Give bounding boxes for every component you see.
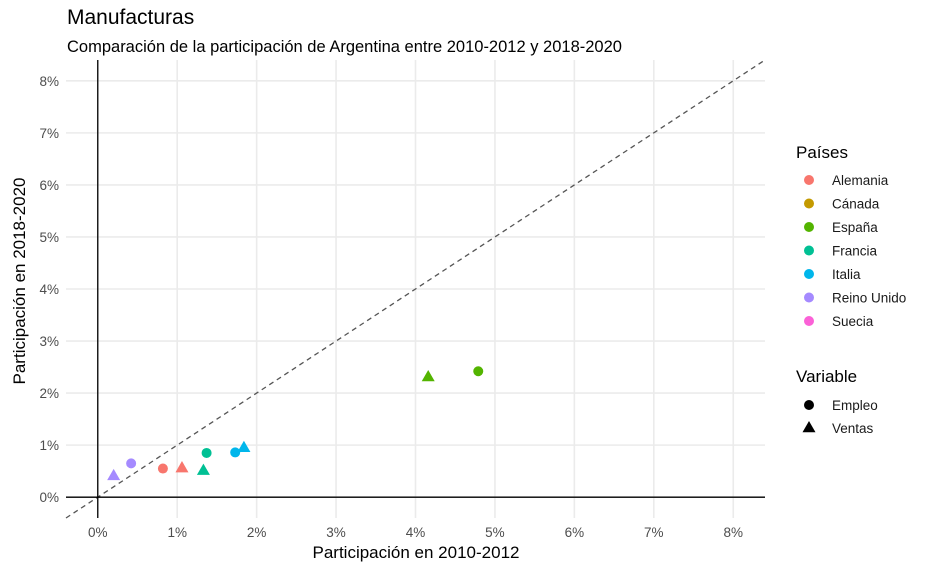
y-tick-label-7: 7% (39, 126, 59, 141)
x-tick-label-2: 2% (247, 525, 267, 540)
legend-item-canada: Cánada (804, 197, 880, 212)
legend-item-reino-unido: Reino Unido (804, 291, 906, 306)
legend-key-empleo (804, 400, 814, 410)
legend-label-italia: Italia (832, 267, 861, 282)
legend-label-espana: España (832, 220, 878, 235)
chart-title: Manufacturas (67, 6, 194, 29)
legend-key-ventas (802, 421, 816, 433)
chart-subtitle: Comparación de la participación de Argen… (67, 38, 622, 56)
legend-label-reino-unido: Reino Unido (832, 291, 906, 306)
legend-paises-title: Países (796, 143, 848, 162)
legend-paises: Países Alemania Cánada España Francia Italia… (796, 143, 906, 329)
legend-key-suecia (804, 316, 814, 326)
legend-label-suecia: Suecia (832, 314, 874, 329)
legend-item-francia: Francia (804, 244, 878, 259)
x-tick-label-5: 5% (485, 525, 505, 540)
x-tick-label-8: 8% (723, 525, 743, 540)
y-axis-title: Participación en 2018-2020 (10, 178, 29, 385)
point-reino-unido-empleo (126, 458, 137, 469)
point-alemania-empleo (157, 463, 168, 474)
legend-key-reino-unido (804, 292, 814, 303)
x-tick-label-3: 3% (326, 525, 346, 540)
x-axis-title: Participación en 2010-2012 (313, 543, 520, 562)
legend-label-empleo: Empleo (832, 398, 878, 413)
y-tick-label-4: 4% (39, 282, 59, 297)
x-tick-label-1: 1% (167, 525, 187, 540)
point-alemania-ventas (175, 461, 189, 473)
identity-reference-line (65, 59, 766, 519)
y-tick-label-6: 6% (39, 178, 59, 193)
x-tick-label-7: 7% (644, 525, 664, 540)
legend-key-italia (804, 269, 814, 279)
legend-variable-title: Variable (796, 367, 857, 386)
point-francia-ventas (196, 463, 210, 475)
legend-item-empleo: Empleo (804, 398, 878, 413)
point-espana-empleo (473, 366, 484, 377)
axes (66, 60, 765, 518)
x-tick-labels: 0% 1% 2% 3% 4% 5% 6% 7% 8% (88, 525, 743, 540)
point-reino-unido-ventas (107, 468, 121, 481)
legend-label-canada: Cánada (832, 197, 880, 212)
legend-item-espana: España (804, 220, 878, 235)
legend-key-alemania (804, 175, 814, 185)
y-tick-label-2: 2% (39, 386, 59, 401)
x-tick-label-6: 6% (565, 525, 585, 540)
legend-key-espana (804, 222, 814, 232)
legend-variable: Variable Empleo Ventas (796, 367, 878, 436)
y-tick-label-0: 0% (39, 490, 59, 505)
legend-item-alemania: Alemania (804, 173, 889, 188)
y-tick-label-5: 5% (39, 230, 59, 245)
x-tick-label-4: 4% (406, 525, 426, 540)
point-espana-ventas (421, 369, 435, 382)
x-tick-label-0: 0% (88, 525, 108, 540)
y-tick-label-8: 8% (39, 74, 59, 89)
y-tick-label-3: 3% (39, 334, 59, 349)
point-italia-ventas (237, 440, 251, 453)
y-tick-labels: 0% 1% 2% 3% 4% 5% 6% 7% 8% (39, 74, 59, 505)
legend-label-francia: Francia (832, 244, 878, 259)
y-tick-label-1: 1% (39, 438, 59, 453)
point-italia-empleo (230, 447, 241, 458)
legend-label-alemania: Alemania (832, 173, 889, 188)
legend-item-ventas: Ventas (802, 421, 874, 436)
legend-item-suecia: Suecia (804, 314, 874, 329)
data-points (107, 366, 484, 481)
legend-item-italia: Italia (804, 267, 861, 282)
reference-line-layer (65, 59, 766, 519)
legend-key-canada (804, 198, 814, 209)
grid (66, 60, 765, 518)
legend-key-francia (804, 245, 814, 256)
point-francia-empleo (201, 447, 212, 458)
legend-label-ventas: Ventas (832, 421, 874, 436)
